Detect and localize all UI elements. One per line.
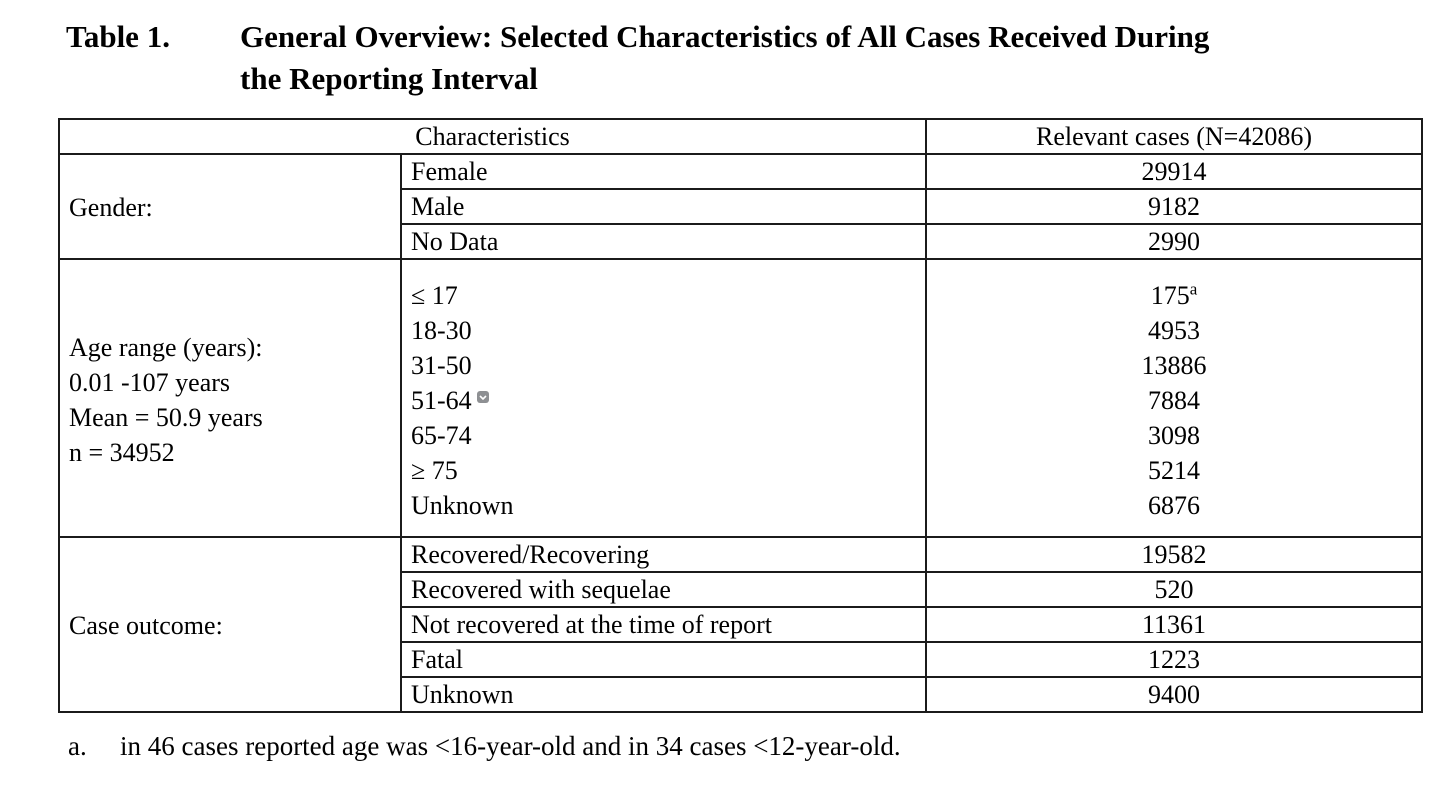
- age-value: 13886: [1141, 350, 1207, 380]
- gender-category: No Data: [400, 223, 927, 260]
- table-row: Recovered with sequelae 520: [59, 571, 1423, 608]
- age-range-text: 51-64: [411, 385, 472, 415]
- age-section-label: Age range (years): 0.01 -107 years Mean …: [58, 258, 402, 538]
- age-range: 65-74: [411, 420, 472, 450]
- age-range: ≥ 75: [411, 455, 458, 485]
- footnote-reference: a: [1189, 278, 1198, 298]
- outcome-value: 19582: [925, 536, 1423, 573]
- age-values-cell: 175a 4953 13886 7884 3098 5214 6876: [925, 258, 1423, 538]
- outcome-value: 11361: [925, 606, 1423, 643]
- age-label-line: Age range (years):: [69, 333, 263, 362]
- age-range: 18-30: [411, 315, 472, 345]
- outcome-category: Fatal: [400, 641, 927, 678]
- age-value: 4953: [1148, 315, 1200, 345]
- collapsed-annotation-chevron-down-icon[interactable]: [476, 390, 489, 403]
- table-row: Male 9182: [59, 188, 1423, 225]
- age-value: 7884: [1148, 385, 1200, 415]
- table-row: No Data 2990: [59, 223, 1423, 260]
- gender-section-label: Gender:: [58, 153, 402, 260]
- age-label-line: n = 34952: [69, 438, 175, 467]
- outcome-value: 520: [925, 571, 1423, 608]
- table-title-text: General Overview: Selected Characteristi…: [240, 16, 1400, 100]
- age-value: 5214: [1148, 455, 1200, 485]
- outcome-category: Recovered/Recovering: [400, 536, 927, 573]
- table-row: Unknown 9400: [59, 676, 1423, 713]
- outcome-category: Unknown: [400, 676, 927, 713]
- characteristics-table: Characteristics Relevant cases (N=42086)…: [58, 118, 1423, 713]
- gender-value: 2990: [925, 223, 1423, 260]
- age-range: ≤ 17: [411, 280, 458, 310]
- gender-category: Female: [400, 153, 927, 190]
- age-range: Unknown: [411, 490, 514, 520]
- age-label-line: 0.01 -107 years: [69, 368, 231, 397]
- header-row: Characteristics Relevant cases (N=42086): [58, 118, 1423, 155]
- table-footnote: a. in 46 cases reported age was <16-year…: [68, 730, 901, 762]
- gender-value: 29914: [925, 153, 1423, 190]
- outcome-value: 9400: [925, 676, 1423, 713]
- table-title: Table 1. General Overview: Selected Char…: [66, 16, 1400, 100]
- table-row: Not recovered at the time of report 1136…: [59, 606, 1423, 643]
- footnote-marker: a.: [68, 731, 87, 761]
- age-label-line: Mean = 50.9 years: [69, 403, 263, 432]
- age-value: 6876: [1148, 490, 1200, 520]
- age-value: 3098: [1148, 420, 1200, 450]
- footnote-text: in 46 cases reported age was <16-year-ol…: [120, 731, 901, 761]
- age-ranges-cell: ≤ 17 18-30 31-50 51-64 65-74 ≥ 75 Unknow…: [400, 258, 927, 538]
- table-title-line-2: the Reporting Interval: [240, 61, 538, 96]
- table-row: Fatal 1223: [59, 641, 1423, 678]
- table-row: Gender: Female 29914: [58, 153, 1423, 260]
- table-row: Age range (years): 0.01 -107 years Mean …: [58, 258, 1423, 538]
- outcome-category: Not recovered at the time of report: [400, 606, 927, 643]
- age-range: 31-50: [411, 350, 472, 380]
- gender-category: Male: [400, 188, 927, 225]
- table-row: Case outcome: Recovered/Recovering 19582: [58, 536, 1423, 713]
- age-range: 51-64: [411, 383, 924, 418]
- gender-value: 9182: [925, 188, 1423, 225]
- outcome-section-label: Case outcome:: [58, 536, 402, 713]
- table-title-number: Table 1.: [66, 19, 170, 54]
- age-value: 175a: [1150, 278, 1198, 310]
- outcome-value: 1223: [925, 641, 1423, 678]
- table-title-line-1: General Overview: Selected Characteristi…: [240, 19, 1210, 54]
- outcome-category: Recovered with sequelae: [400, 571, 927, 608]
- header-relevant-cases: Relevant cases (N=42086): [925, 118, 1423, 155]
- header-characteristics: Characteristics: [58, 118, 927, 155]
